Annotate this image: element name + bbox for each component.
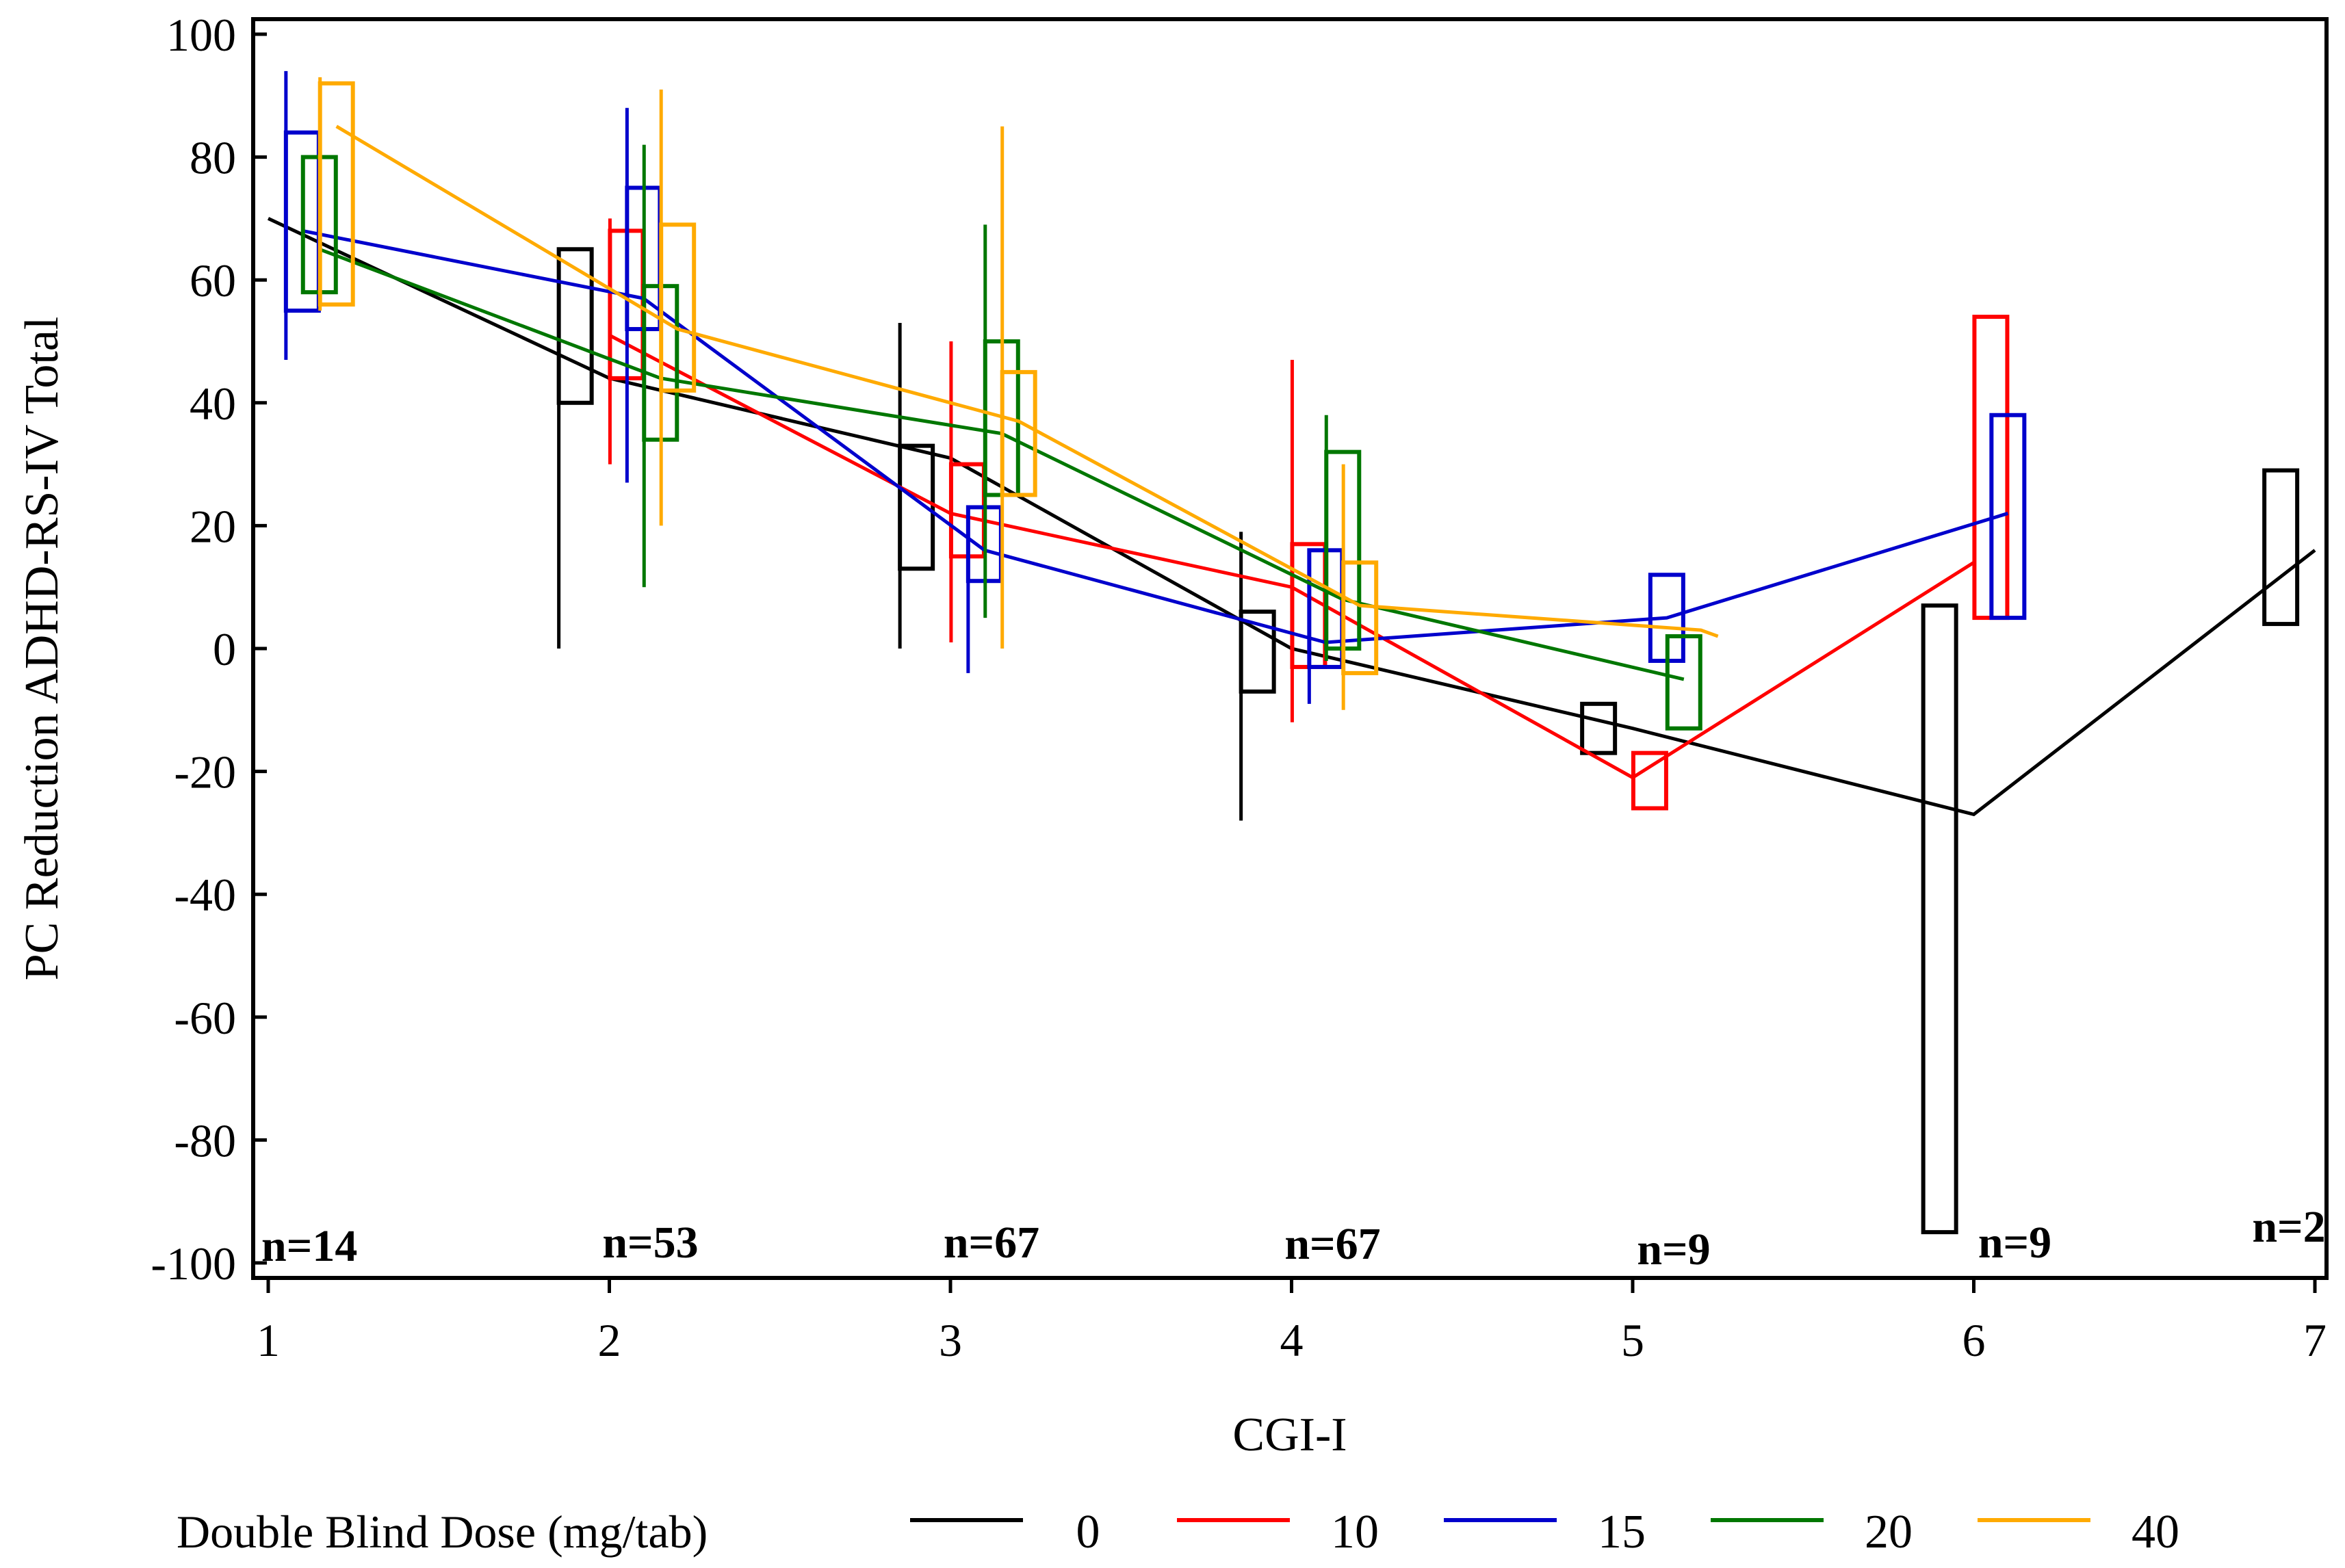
box [1000, 369, 1037, 497]
series-layer [267, 70, 2316, 1235]
x-tick-label: 2 [598, 1314, 621, 1366]
y-tick-label: 20 [190, 500, 236, 552]
box [898, 443, 935, 571]
x-tick-label: 5 [1621, 1314, 1644, 1366]
n-label: n=2 [2252, 1202, 2325, 1252]
n-label: n=9 [1637, 1225, 1710, 1275]
legend-label-15: 15 [1598, 1506, 1646, 1558]
x-tick-label: 6 [1962, 1314, 1986, 1366]
series-40 [318, 77, 1719, 710]
x-tick-label: 7 [2303, 1314, 2327, 1366]
legend: Double Blind Dose (mg/tab) 0 10 15 20 40 [177, 1506, 2179, 1558]
box [1580, 701, 1618, 755]
n-label: n=53 [602, 1218, 698, 1268]
box [1921, 603, 1958, 1235]
y-tick-label: -20 [174, 746, 236, 798]
x-axis: 1 2 3 4 5 6 7 [257, 1278, 2327, 1366]
box [1665, 634, 1702, 731]
box [318, 81, 355, 307]
y-tick-label: 60 [190, 254, 236, 306]
series-15 [283, 70, 2027, 704]
x-tick-label: 4 [1280, 1314, 1304, 1366]
x-tick-label: 3 [939, 1314, 962, 1366]
n-label: n=67 [944, 1218, 1039, 1268]
series-line [335, 125, 1719, 638]
box [659, 222, 697, 393]
y-tick-label: 100 [166, 9, 236, 61]
legend-label-20: 20 [1865, 1506, 1913, 1558]
legend-title: Double Blind Dose (mg/tab) [177, 1506, 708, 1558]
series-10 [608, 218, 2010, 811]
box [1341, 560, 1379, 675]
box [1989, 413, 2027, 620]
n-label: n=67 [1284, 1219, 1380, 1269]
y-tick-label: 80 [190, 132, 236, 184]
y-axis-title: PC Reduction ADHD-RS-IV Total [16, 317, 68, 981]
legend-label-0: 0 [1076, 1506, 1100, 1558]
box [1239, 610, 1276, 694]
box [1631, 750, 1668, 811]
series-line [608, 333, 1975, 780]
n-labels: n=14 n=53 n=67 n=67 n=9 n=9 n=2 [261, 1202, 2326, 1275]
y-tick-label: -80 [174, 1114, 236, 1166]
x-tick-label: 1 [257, 1314, 280, 1366]
y-tick-label: 40 [190, 378, 236, 430]
box [2262, 468, 2300, 627]
n-label: n=9 [1978, 1218, 2051, 1268]
y-tick-label: -40 [174, 869, 236, 921]
legend-label-40: 40 [2132, 1506, 2179, 1558]
legend-items: 0 10 15 20 40 [910, 1506, 2179, 1558]
y-tick-label: -100 [151, 1238, 236, 1290]
box [556, 247, 594, 405]
x-axis-title: CGI-I [1232, 1409, 1347, 1461]
legend-label-10: 10 [1331, 1506, 1379, 1558]
y-tick-label: 0 [213, 623, 236, 675]
n-label: n=14 [261, 1221, 357, 1271]
y-tick-label: -60 [174, 992, 236, 1044]
y-axis: 100 80 60 40 20 0 -20 -40 -60 -80 -100 [151, 9, 267, 1290]
series-line [302, 228, 2009, 644]
